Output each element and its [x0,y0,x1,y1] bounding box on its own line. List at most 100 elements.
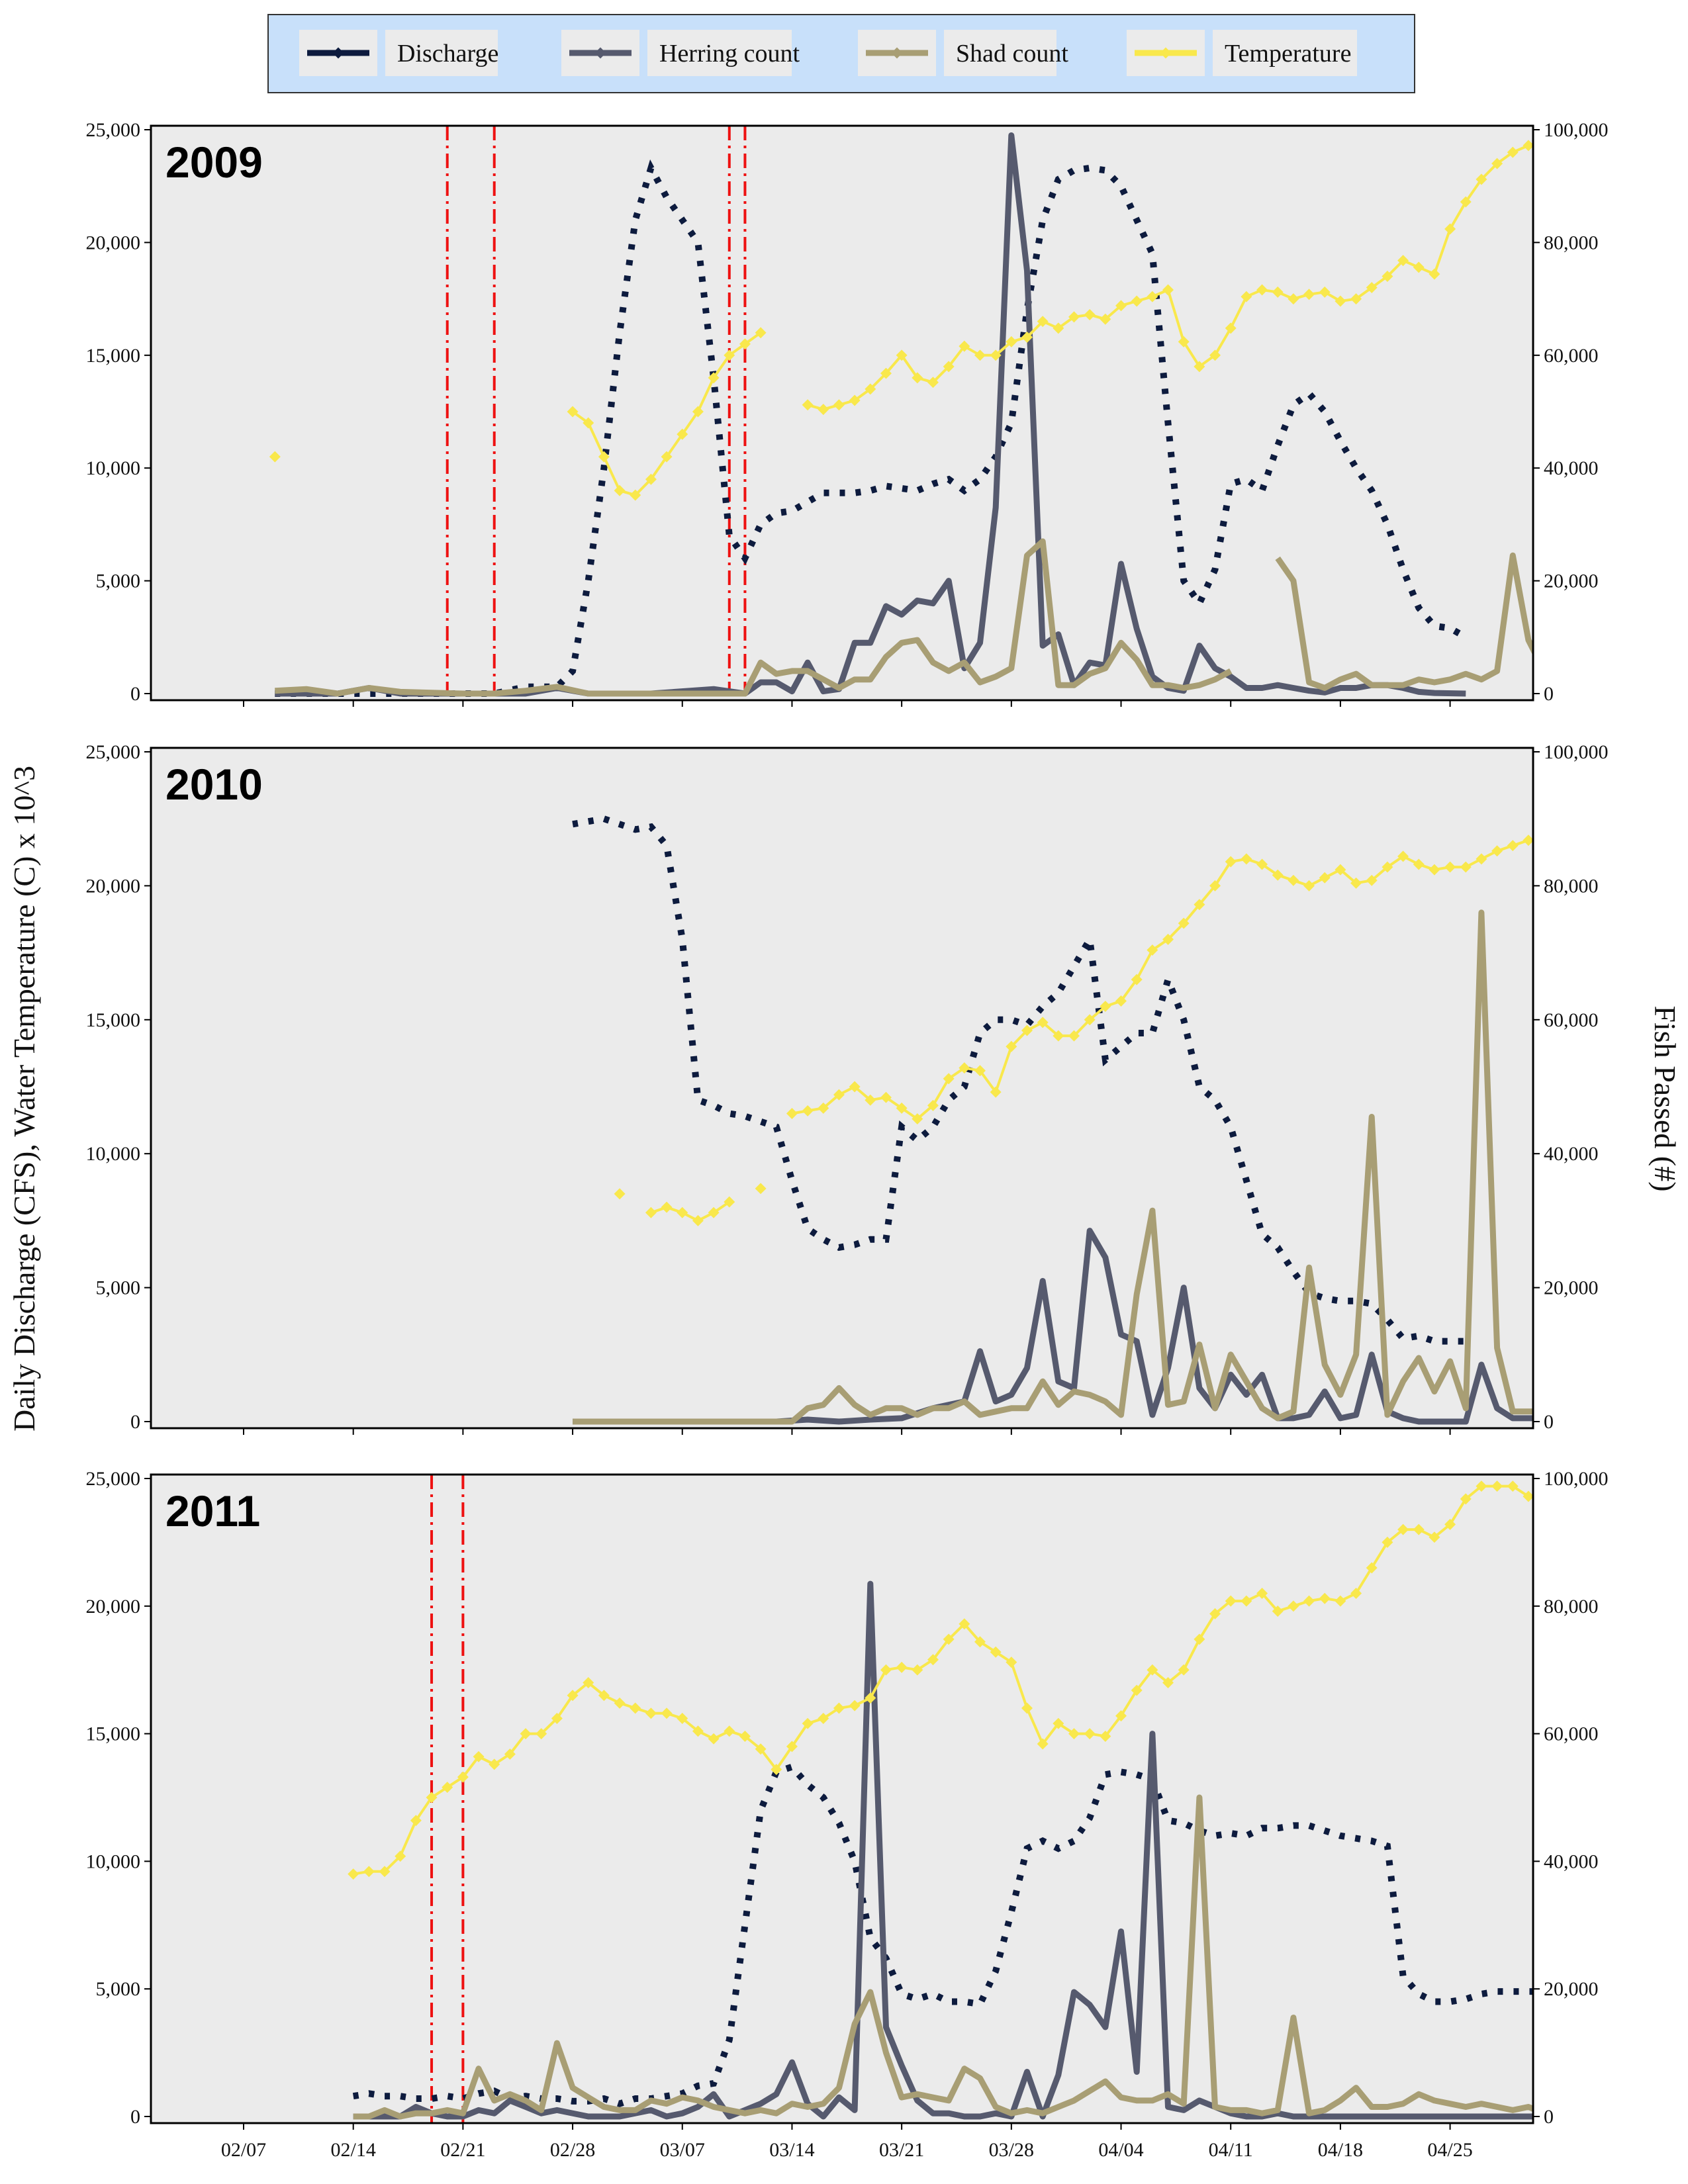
temperature-point [379,1866,391,1878]
legend-entry-temperature: Temperature [1127,30,1357,76]
x-tick-label: 04/04 [1098,2139,1143,2161]
series-line-shad-count [353,1794,1533,2120]
temperature-point [426,1792,438,1803]
temperature-point [912,372,923,384]
temperature-point [1350,1588,1362,1600]
temperature-point [1115,995,1127,1007]
left-axis-title: Daily Discharge (CFS), Water Temperature… [7,766,41,1432]
series-line-shad-count [275,538,1233,697]
x-tick-label: 04/18 [1318,2139,1363,2161]
temperature-point [395,1850,406,1862]
year-label: 2011 [165,1486,260,1535]
left-tick-label: 10,000 [86,1850,141,1872]
left-tick-label: 15,000 [86,345,141,367]
temperature-point [959,340,970,352]
right-tick-label: 0 [1544,2106,1554,2128]
temperature-point [708,1733,720,1745]
temperature-point [755,1183,767,1195]
temperature-point [410,1815,422,1827]
temperature-point [1037,1738,1049,1750]
temperature-point [1131,974,1143,985]
temperature-point [739,338,751,350]
left-tick-label: 10,000 [86,1143,141,1165]
temperature-point [802,1717,814,1729]
temperature-point [645,473,657,485]
x-tick-label: 02/14 [331,2139,376,2161]
series-line-temperature [792,839,1533,1121]
left-tick-label: 0 [130,2106,140,2128]
x-tick-label: 02/07 [221,2139,266,2161]
panel-frame [150,124,1534,702]
temperature-point [943,1073,955,1085]
left-tick-label: 25,000 [86,741,141,763]
temperature-point [1147,944,1158,956]
temperature-point [880,367,892,379]
temperature-point [1006,1040,1017,1052]
temperature-point [363,1866,375,1878]
temperature-point [818,1712,829,1724]
temperature-point [473,1751,485,1762]
temperature-point [1507,840,1519,852]
temperature-point [1429,864,1440,876]
temperature-point [896,1661,908,1673]
temperature-point [348,1868,359,1880]
temperature-point [1303,1595,1315,1607]
temperature-point [1037,1017,1049,1028]
temperature-point [1303,880,1315,891]
plot-area [572,815,1533,1425]
temperature-point [786,1741,798,1752]
temperature-point [1209,1608,1221,1619]
temperature-point [614,484,626,496]
temperature-point [708,372,720,384]
temperature-point [990,1086,1002,1098]
temperature-point [724,349,735,361]
plot-area [269,126,1533,700]
legend-key-marker [332,47,344,59]
legend-label: Temperature [1225,40,1351,68]
temperature-point [708,1206,720,1218]
temperature-point [583,417,594,429]
temperature-point [442,1782,453,1794]
temperature-point [1523,835,1533,846]
temperature-point [567,406,579,418]
temperature-point [1397,1524,1409,1535]
temperature-point [677,1712,688,1724]
temperature-point [692,406,704,418]
temperature-point [1397,850,1409,862]
x-tick-label: 03/14 [769,2139,814,2161]
temperature-point [583,1676,594,1688]
chart-panels: 2009 0 5,000 10,000 15,000 20,000 25,000 0 20,00… [86,119,1609,2130]
temperature-point [818,404,829,416]
temperature-point [1319,872,1331,884]
panel-frame [150,1473,1534,2124]
temperature-point [990,1646,1002,1658]
right-tick-label: 100,000 [1544,1468,1609,1490]
temperature-point [880,1664,892,1676]
temperature-point [1288,1600,1299,1612]
left-tick-label: 20,000 [86,1596,141,1617]
right-tick-label: 20,000 [1544,1978,1599,2000]
left-tick-label: 5,000 [96,570,141,592]
temperature-point [959,1618,970,1630]
temperature-point [1319,1592,1331,1604]
temperature-point [598,451,610,463]
right-tick-label: 0 [1544,1411,1554,1433]
temperature-point [1523,1490,1533,1502]
temperature-point [833,399,845,411]
temperature-point [974,1065,986,1077]
temperature-point [1288,874,1299,886]
temperature-point [927,1654,939,1666]
temperature-point [1241,853,1252,865]
temperature-point [536,1728,547,1740]
temperature-point [1131,1684,1143,1696]
temperature-point [1147,1664,1158,1676]
temperature-point [1178,917,1190,929]
panel-frame [150,747,1534,1430]
temperature-point [1413,1524,1425,1535]
temperature-point [504,1748,516,1760]
right-tick-label: 40,000 [1544,1850,1599,1872]
temperature-point [1178,1664,1190,1676]
temperature-point [865,1692,876,1704]
temperature-point [1460,861,1472,873]
